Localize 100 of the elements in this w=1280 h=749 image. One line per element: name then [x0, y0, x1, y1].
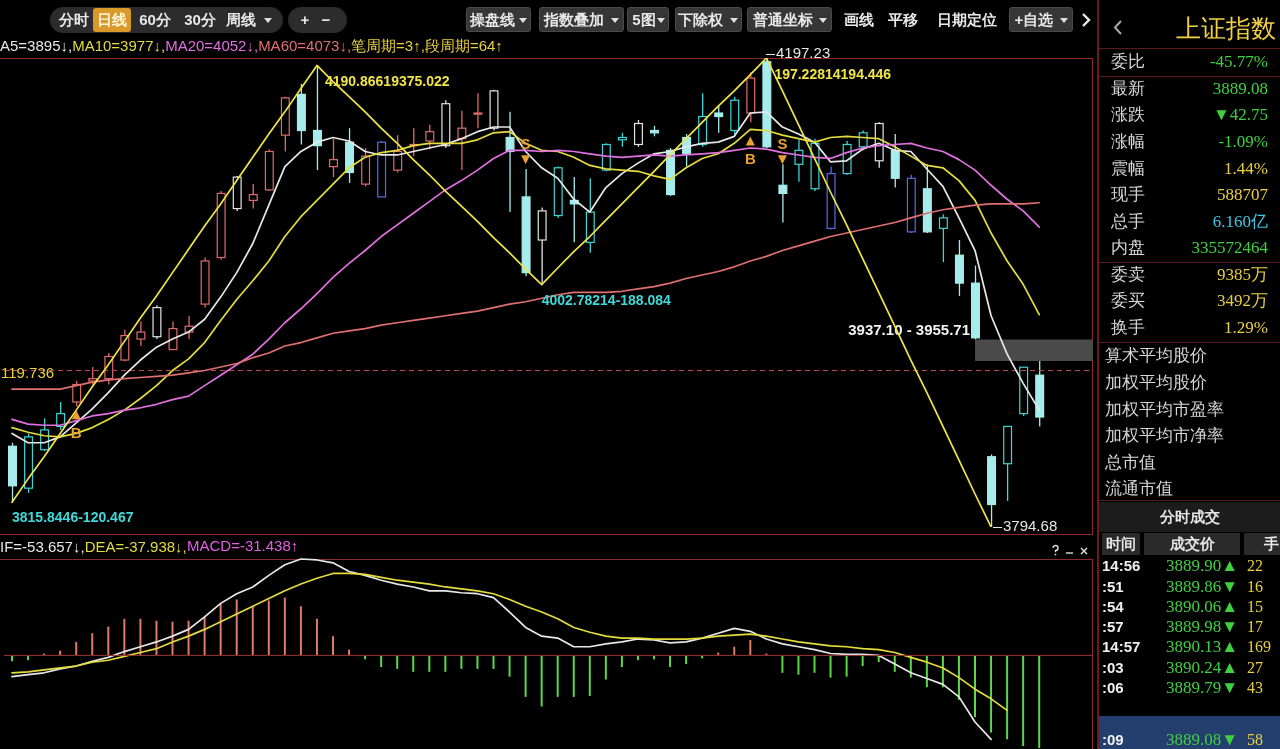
text: 3889.08▼	[1165, 730, 1238, 749]
text: 3889.98▼	[1165, 617, 1238, 636]
bar	[396, 655, 399, 669]
annotation: 119.736	[1, 364, 55, 381]
text: 画线	[844, 11, 874, 28]
bar	[299, 606, 302, 656]
bar	[380, 655, 383, 667]
text: 委卖	[1111, 265, 1145, 284]
text: 涨跌	[1111, 105, 1145, 124]
text: 普通坐标	[753, 11, 813, 28]
text: IF=-53.657↓,	[0, 538, 85, 555]
text: 17	[1247, 618, 1263, 635]
text: 16	[1247, 577, 1263, 595]
candlestick	[393, 134, 403, 174]
bar	[460, 655, 463, 669]
bar	[203, 616, 206, 656]
text: 平移	[888, 11, 918, 28]
text: 14:57	[1102, 638, 1141, 655]
candlestick	[473, 92, 483, 129]
data-label: S	[777, 134, 788, 152]
candlestick	[794, 139, 804, 183]
bar	[620, 655, 623, 667]
text: :03	[1102, 658, 1124, 676]
text: 加权平均市盈率	[1105, 400, 1224, 419]
text: :54	[1102, 598, 1124, 615]
text: 下除权	[677, 11, 723, 28]
text: MA10=3977↓,	[72, 37, 166, 54]
text: 算术平均股价	[1105, 346, 1207, 365]
candlestick	[714, 105, 724, 134]
data-label: 3815.8446-120.467	[12, 509, 134, 526]
text: 上证指数	[1176, 14, 1276, 42]
bar	[733, 646, 736, 656]
bar	[428, 655, 431, 672]
text: 周线	[226, 11, 256, 28]
bar	[861, 655, 864, 667]
text: +	[300, 11, 310, 28]
annotation: 3794.68	[1003, 517, 1058, 534]
text: :51	[1102, 577, 1124, 595]
text: MACD=-31.438↑	[187, 537, 299, 554]
candlestick	[425, 124, 435, 150]
text: 14:56	[1102, 557, 1141, 574]
candlestick	[938, 213, 948, 263]
text: 时间	[1106, 535, 1136, 552]
text: 总市值	[1105, 453, 1156, 472]
candlestick	[248, 183, 258, 210]
bar	[332, 636, 334, 656]
bar	[829, 655, 832, 678]
text: 总手	[1111, 211, 1145, 231]
text: 3890.06▲	[1165, 597, 1238, 616]
bar	[540, 655, 543, 707]
text: 加权平均股价	[1105, 373, 1207, 392]
text: :06	[1102, 679, 1124, 696]
text: 58	[1247, 731, 1263, 748]
candlestick	[329, 138, 338, 178]
bar	[508, 655, 511, 677]
text: 涨幅	[1111, 132, 1145, 151]
text: -1.09%	[1218, 132, 1268, 151]
text: 成交价	[1169, 535, 1215, 552]
text: DEA=-37.938↓,	[84, 538, 187, 555]
bar	[1038, 655, 1041, 748]
bar	[990, 655, 993, 733]
text: 3492万	[1217, 291, 1268, 310]
candlestick	[633, 119, 643, 148]
text: 3889.79▼	[1165, 678, 1238, 697]
text: -45.77%	[1209, 52, 1268, 71]
text: 分时成交	[1159, 508, 1220, 525]
bar	[412, 655, 415, 672]
bar	[604, 655, 607, 680]
bar	[476, 655, 479, 669]
bar	[444, 655, 447, 672]
text: 换手	[1111, 318, 1145, 337]
bar	[524, 655, 527, 697]
text: 1.29%	[1224, 318, 1268, 337]
bar	[1006, 655, 1009, 740]
text: MA20=4052↓,	[165, 37, 259, 54]
bar	[845, 655, 848, 677]
bar	[219, 603, 222, 656]
text: 最新	[1111, 78, 1145, 98]
bar	[974, 655, 977, 718]
text: 22	[1247, 557, 1263, 574]
text: 现手	[1111, 185, 1145, 204]
text: 43	[1247, 679, 1263, 696]
text: 3889.08	[1212, 78, 1268, 98]
text: 15	[1247, 598, 1263, 615]
text: 6.160亿	[1212, 211, 1268, 231]
text: 5图	[632, 11, 656, 28]
text: 流通市值	[1105, 479, 1173, 498]
text: 日期定位	[937, 11, 997, 28]
text: 335572464	[1191, 238, 1268, 257]
text: 3890.13▲	[1165, 637, 1238, 656]
text: 委比	[1111, 52, 1145, 71]
bar	[588, 655, 591, 696]
bar	[781, 655, 784, 673]
bar	[669, 655, 672, 667]
bar	[75, 641, 78, 656]
bar	[283, 597, 286, 656]
bar	[572, 655, 575, 697]
bar	[315, 618, 318, 656]
text: 3889.86▼	[1165, 576, 1238, 596]
bar	[797, 655, 800, 675]
